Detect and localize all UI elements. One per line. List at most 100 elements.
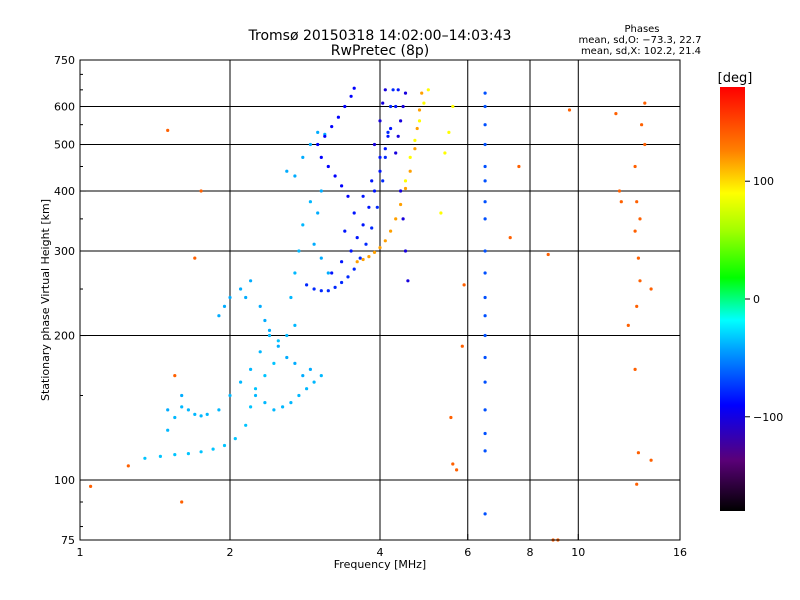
data-point [361,223,365,227]
data-point [249,279,253,283]
data-point [173,374,177,378]
data-point [383,239,387,243]
data-point [403,91,408,95]
data-point [396,134,400,138]
data-point [272,408,276,412]
data-point [267,333,272,338]
data-point [483,431,487,436]
data-point [483,179,487,183]
data-point [285,333,289,338]
data-point [483,200,487,204]
data-point [649,458,653,462]
data-point [289,295,293,300]
data-point [455,468,459,472]
data-point [483,408,487,412]
data-point [205,412,209,416]
data-point [447,130,451,134]
data-point [281,405,285,409]
data-point [211,447,215,451]
data-point [635,482,639,486]
data-point [643,142,647,147]
data-point [617,189,622,193]
data-point [649,287,653,291]
x-tick-label: 4 [377,546,384,559]
data-point [352,211,356,215]
data-point [249,367,253,371]
data-point [199,414,203,418]
data-point [483,380,487,384]
data-point [312,380,316,384]
data-point [166,408,170,412]
y-tick-label: 750 [54,54,75,67]
data-point [370,179,374,183]
chart-subtitle: RwPretec (8p) [331,43,429,59]
data-point [349,94,353,98]
data-point [180,393,184,398]
data-point [186,452,190,456]
data-point [217,408,221,412]
data-point [293,323,297,327]
data-point [316,130,320,134]
data-point [619,200,623,204]
data-point [228,393,232,398]
data-point [293,174,297,178]
data-point [308,200,312,204]
data-point [401,104,405,109]
data-point [308,367,312,371]
data-point [301,155,305,159]
data-point [372,142,377,147]
data-point [330,271,334,275]
data-point [451,462,455,466]
data-point [346,194,350,198]
data-point [426,88,430,92]
colorbar-tick-label: −100 [753,411,783,424]
data-point [483,164,487,169]
data-point [343,104,347,109]
data-point [319,256,323,260]
data-point [378,246,382,250]
data-point [406,279,410,283]
data-point [451,104,455,109]
data-point [636,451,641,455]
data-point [340,184,344,188]
data-point [258,304,262,308]
data-point [217,314,221,318]
data-point [267,328,272,332]
legend-title: Phases [624,24,659,35]
legend-line-o: mean, sd,O: −73.3, 22.7 [579,35,702,46]
data-point [483,512,487,516]
data-point [391,88,395,92]
chart-title: Tromsø 20150318 14:02:00–14:03:43 [248,28,512,44]
data-point [293,361,297,365]
data-point [636,256,641,260]
y-tick-label: 500 [54,139,75,152]
data-point [166,128,170,132]
data-point [258,350,262,354]
data-point [222,443,227,448]
data-point [378,119,382,123]
data-point [372,189,377,193]
data-point [293,271,297,275]
y-tick-label: 100 [54,474,75,487]
data-point [403,179,408,183]
data-point [355,260,359,264]
data-point [89,484,93,488]
data-point [408,169,412,173]
x-tick-label: 10 [571,546,585,559]
data-point [305,387,309,391]
data-point [343,229,347,233]
data-point [422,101,426,105]
data-point [297,393,301,398]
data-point [633,229,637,233]
data-point [443,151,447,155]
data-point [389,229,393,233]
data-point [415,126,419,131]
data-point [367,255,371,259]
data-point [316,211,320,215]
y-tick-label: 200 [54,330,75,343]
data-point [285,169,289,173]
data-point [633,164,637,169]
data-point [326,271,330,275]
data-point [367,205,371,209]
data-point [199,189,203,193]
